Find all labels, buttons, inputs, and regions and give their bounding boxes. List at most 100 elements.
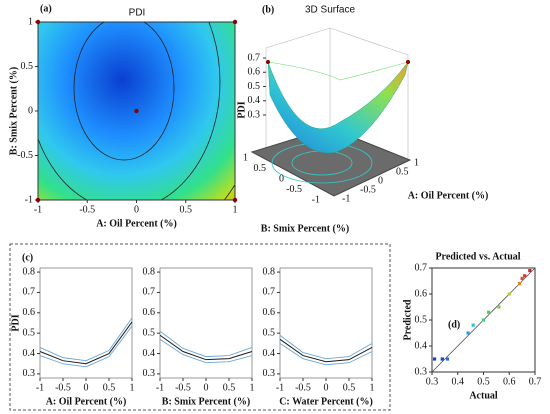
x-tick-label: -0.5 <box>79 204 95 215</box>
fit-line <box>159 334 253 361</box>
y-tick-label: 0.4 <box>23 348 36 359</box>
y-axis-label: PDI <box>10 314 21 331</box>
x-tick-label: 0 <box>324 382 329 393</box>
x-tick-label: -0.5 <box>55 382 71 393</box>
chart-title: PDI <box>129 8 146 19</box>
y-tick-label: 1 <box>28 16 33 27</box>
contour-lines <box>38 22 235 200</box>
y-tick-label: 0.5 <box>143 327 156 338</box>
y-tick-label: 0.5 <box>23 327 36 338</box>
y-tick-label: 0.4 <box>415 340 428 351</box>
y-tick-label: 1 <box>243 152 248 163</box>
y-tick-label: 0.5 <box>415 314 428 325</box>
x-tick-label: 0.5 <box>477 376 490 387</box>
y-tick-label: 0.8 <box>263 266 276 277</box>
x-tick-label: 0.7 <box>529 376 542 387</box>
ci-band <box>159 330 253 358</box>
x-tick-label: 1 <box>370 382 375 393</box>
x-tick-label: 0.4 <box>452 376 465 387</box>
point <box>507 292 511 296</box>
panel-label: (c) <box>22 252 33 263</box>
x-axis-label: A: Oil Percent (%) <box>96 218 177 229</box>
ci-band <box>279 334 373 360</box>
y-tick-label: -0.5 <box>286 184 302 195</box>
y-tick-label: 0.5 <box>263 327 276 338</box>
x-tick-label: 1 <box>233 204 238 215</box>
x-tick-label: 0.6 <box>503 376 516 387</box>
x-tick-label: 0 <box>378 175 383 186</box>
y-axis-label: Predicted <box>402 299 413 340</box>
y-tick-label: 0.4 <box>143 348 156 359</box>
point <box>471 323 475 327</box>
x-tick-label: -0.5 <box>360 184 376 195</box>
x-tick-label: 0 <box>204 382 209 393</box>
y-tick-label: 0.7 <box>263 287 276 298</box>
y-tick-label: -1 <box>312 194 320 205</box>
x-tick-label: 1 <box>250 382 255 393</box>
x-tick-label: -0.5 <box>175 382 191 393</box>
y-tick-label: 0.7 <box>415 262 428 273</box>
z-tick-label: 0.4 <box>248 95 261 106</box>
y-tick-label: 0.6 <box>415 288 428 299</box>
x-tick-label: -1 <box>36 382 44 393</box>
y-tick-label: 0.3 <box>143 368 156 379</box>
z-tick-label: 0.7 <box>248 52 261 63</box>
y-tick-label: 0.3 <box>23 368 36 379</box>
point <box>517 282 522 286</box>
x-tick-label: 0.5 <box>223 382 236 393</box>
z-axis-label: PDI <box>236 101 247 118</box>
point <box>466 331 470 335</box>
x-axis-label: Actual <box>469 390 498 401</box>
x-axis-label: A: Oil Percent (%) <box>46 396 127 407</box>
y-tick-label: 0.6 <box>23 307 36 318</box>
z-tick-label: 0.3 <box>248 109 261 120</box>
x-tick-label: 0.5 <box>180 204 193 215</box>
design-point <box>35 19 41 25</box>
chart-title: 3D Surface <box>305 5 355 16</box>
panel-label: (a) <box>40 3 52 14</box>
y-tick-label: 0.7 <box>23 287 36 298</box>
point <box>440 357 444 361</box>
y-tick-label: 0 <box>28 105 33 116</box>
x-tick-label: 1 <box>414 157 419 168</box>
y-tick-label: 0.5 <box>21 61 34 72</box>
y-tick-label: 0.8 <box>143 266 156 277</box>
design-point <box>232 197 238 203</box>
x-tick-label: -1 <box>276 382 284 393</box>
x-axis-label: A: Oil Percent (%) <box>408 190 489 201</box>
y-axis-label: B: Smix Percent (%) <box>8 67 19 155</box>
x-tick-label: 0 <box>84 382 89 393</box>
x-tick-label: -0.5 <box>295 382 311 393</box>
x-tick-label: 0.5 <box>103 382 116 393</box>
y-tick-label: 0.3 <box>415 366 428 377</box>
point <box>445 357 450 361</box>
y-axis-label: B: Smix Percent (%) <box>261 223 349 234</box>
corner-point <box>266 60 270 64</box>
point <box>432 357 437 361</box>
y-tick-label: 0.8 <box>23 266 36 277</box>
fit-line <box>39 321 133 365</box>
design-point <box>134 108 139 114</box>
ci-band <box>279 342 373 366</box>
plot-frame <box>159 267 253 379</box>
ci-band <box>159 338 253 364</box>
y-tick-label: -1 <box>25 194 33 205</box>
ci-band <box>39 317 133 362</box>
fit-line <box>279 338 373 363</box>
y-tick-label: 0.6 <box>143 307 156 318</box>
y-tick-label: 0.3 <box>263 368 276 379</box>
x-tick-label: 1 <box>130 382 135 393</box>
x-tick-label: 0 <box>134 204 139 215</box>
point <box>520 276 524 280</box>
design-point <box>35 197 41 203</box>
y-tick-label: 0.4 <box>263 348 276 359</box>
point <box>487 310 491 314</box>
x-tick-label: -1 <box>156 382 164 393</box>
x-tick-label: -1 <box>34 204 42 215</box>
plot-frame <box>39 267 133 379</box>
x-tick-label: -1 <box>342 193 350 204</box>
x-axis-label: C: Water Percent (%) <box>279 396 373 407</box>
panel-label: (d) <box>448 319 460 330</box>
x-tick-label: 0.5 <box>396 166 409 177</box>
panel-c-frame <box>9 243 391 411</box>
